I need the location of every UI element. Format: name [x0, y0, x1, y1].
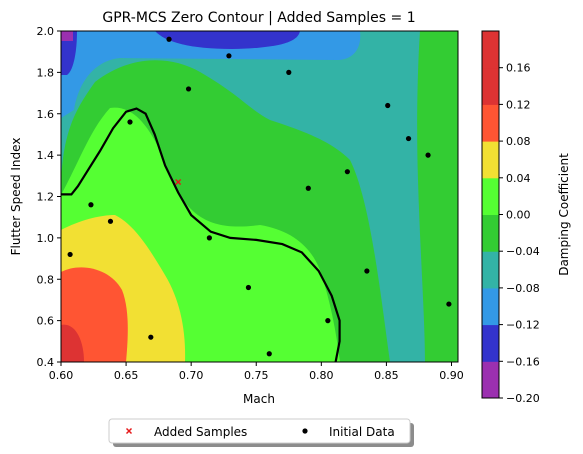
initial-data-point [266, 351, 272, 357]
contour-band-neg-0.16 [61, 31, 73, 41]
legend-added-marker [125, 427, 133, 435]
colorbar-band [482, 31, 499, 69]
y-tick-label: 1.4 [37, 149, 55, 162]
y-tick-label: 1.8 [37, 66, 55, 79]
y-tick-label: 1.2 [37, 191, 55, 204]
colorbar-band [482, 287, 499, 326]
zero-contour-path [61, 107, 341, 362]
initial-data-point [305, 185, 311, 191]
legend-box [108, 418, 411, 444]
initial-data-point [425, 152, 431, 158]
initial-data-point [325, 318, 331, 324]
colorbar-tick-label: −0.20 [506, 392, 540, 405]
initial-data-point [148, 334, 154, 340]
data-points [67, 36, 452, 357]
colorbar: −0.20 −0.16 −0.12 −0.08 −0.04 0.00 0.04 0.08 0.1… [482, 31, 540, 405]
contour-band-neg-0.04b [417, 31, 458, 362]
colorbar-band [482, 324, 499, 362]
initial-data-point [107, 218, 114, 224]
initial-data-point [364, 268, 370, 274]
colorbar-band [482, 104, 499, 142]
initial-data-point [88, 202, 94, 208]
x-axis-label: Mach [243, 392, 275, 406]
x-tick-label: 0.65 [114, 369, 139, 382]
y-axis: 0.4 0.6 0.8 1.0 1.2 1.4 1.6 1.8 2.0 [37, 25, 61, 369]
legend: Added Samples Initial Data [108, 418, 414, 447]
colorbar-tick-label: 0.08 [506, 135, 531, 148]
contour-band-neg-0.12 [61, 31, 77, 75]
colorbar-tick-label: 0.16 [506, 62, 531, 75]
colorbar-tick-label: 0.00 [506, 209, 531, 222]
colorbar-band [482, 67, 499, 105]
colorbar-tick-label: −0.08 [506, 282, 540, 295]
contour-band-neg-0.12b [155, 31, 300, 49]
colorbar-band [482, 251, 499, 289]
colorbar-tick-label: 0.12 [506, 98, 531, 111]
initial-data-point [446, 301, 452, 307]
initial-data-point [67, 251, 73, 258]
legend-initial-marker [302, 428, 308, 434]
x-tick-label: 0.80 [309, 369, 334, 382]
initial-data-point [344, 169, 350, 175]
colorbar-label: Damping Coefficient [557, 153, 571, 276]
added-sample-marker [175, 178, 182, 186]
y-tick-label: 0.6 [37, 315, 55, 328]
initial-data-point [185, 86, 192, 92]
legend-label-added: Added Samples [154, 425, 247, 439]
colorbar-tick-label: −0.16 [506, 355, 540, 368]
colorbar-band [482, 214, 499, 252]
colorbar-band [482, 177, 499, 215]
colorbar-tick-label: −0.12 [506, 319, 540, 332]
chart-title: GPR-MCS Zero Contour | Added Samples = 1 [102, 10, 415, 26]
zero-contour-line [61, 107, 341, 362]
y-tick-label: 1.6 [37, 108, 55, 121]
x-tick-label: 0.70 [179, 369, 204, 382]
added-sample-stroke [175, 178, 182, 186]
colorbar-band [482, 141, 499, 179]
initial-data-point [206, 235, 212, 241]
colorbar-tick-label: −0.04 [506, 245, 540, 258]
x-tick-label: 0.85 [374, 369, 399, 382]
initial-data-point [127, 119, 133, 125]
legend-label-initial: Initial Data [329, 425, 395, 439]
x-tick-label: 0.75 [244, 369, 269, 382]
y-axis-label: Flutter Speed Index [9, 138, 23, 256]
initial-data-point [286, 69, 292, 75]
y-tick-label: 1.0 [37, 232, 55, 245]
contour-band-neg-0.08 [61, 31, 361, 118]
initial-data-point [166, 36, 172, 42]
colorbar-frame [481, 30, 500, 399]
y-tick-label: 0.4 [37, 356, 55, 369]
y-tick-label: 0.8 [37, 273, 55, 286]
x-axis: 0.60 0.65 0.70 0.75 0.80 0.85 0.90 [49, 362, 464, 382]
y-tick-label: 2.0 [37, 25, 55, 38]
x-tick-label: 0.90 [439, 369, 464, 382]
initial-data-point [385, 102, 391, 109]
contour-band-0.16 [61, 324, 84, 362]
initial-data-point [405, 135, 412, 142]
colorbar-tick-label: 0.04 [506, 172, 531, 185]
contour-fill [61, 31, 458, 362]
x-tick-label: 0.60 [49, 369, 74, 382]
initial-data-point [245, 284, 252, 291]
colorbar-band [482, 361, 499, 399]
initial-data-point [226, 53, 232, 59]
